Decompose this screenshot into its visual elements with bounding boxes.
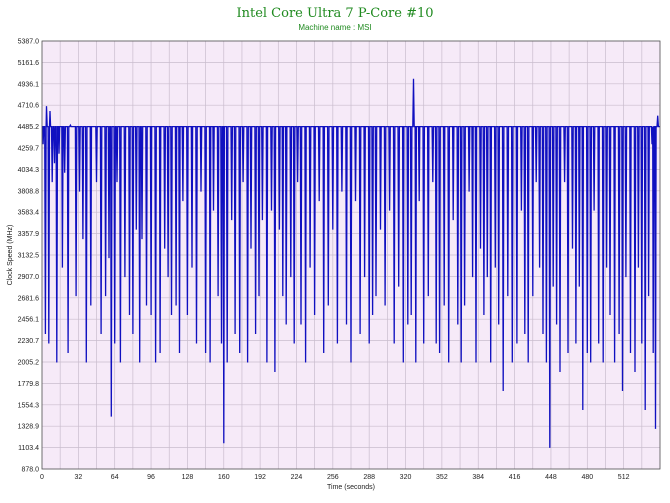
x-tick-label: 160	[218, 474, 230, 481]
x-tick-label: 256	[327, 474, 339, 481]
x-tick-label: 32	[74, 474, 82, 481]
y-tick-label: 4485.2	[18, 124, 40, 131]
y-tick-label: 2456.1	[18, 317, 40, 324]
y-tick-label: 4034.3	[18, 167, 40, 174]
y-tick-label: 5161.6	[18, 60, 40, 67]
y-tick-label: 4936.1	[18, 81, 40, 88]
x-tick-label: 416	[509, 474, 521, 481]
x-tick-label: 512	[618, 474, 630, 481]
y-tick-label: 3583.4	[18, 210, 40, 217]
y-tick-label: 3808.8	[18, 188, 40, 195]
x-tick-label: 352	[436, 474, 448, 481]
y-tick-label: 2230.7	[18, 338, 40, 345]
y-tick-label: 2907.0	[18, 274, 40, 281]
x-tick-label: 224	[291, 474, 303, 481]
series-line	[41, 78, 660, 448]
y-tick-label: 4710.6	[18, 103, 40, 110]
chart-subtitle: Machine name : MSI	[298, 23, 372, 32]
y-tick-label: 3357.9	[18, 231, 40, 238]
x-tick-label: 128	[182, 474, 194, 481]
y-tick-label: 1779.8	[18, 381, 40, 388]
y-tick-label: 2005.2	[18, 360, 40, 367]
y-tick-label: 3132.5	[18, 253, 40, 260]
x-tick-label: 384	[472, 474, 484, 481]
x-axis-label: Time (seconds)	[327, 484, 375, 491]
y-tick-label: 4259.7	[18, 146, 40, 153]
y-tick-label: 1328.9	[18, 424, 40, 431]
x-tick-label: 96	[147, 474, 155, 481]
x-tick-label: 448	[545, 474, 557, 481]
y-tick-label: 1103.4	[18, 445, 39, 452]
chart-title: Intel Core Ultra 7 P-Core #10	[236, 6, 434, 21]
x-tick-label: 192	[254, 474, 266, 481]
x-tick-label: 320	[400, 474, 412, 481]
x-tick-label: 64	[111, 474, 119, 481]
y-tick-label: 878.0	[21, 467, 39, 474]
y-tick-label: 5387.0	[18, 39, 40, 46]
y-tick-label: 2681.6	[18, 295, 40, 302]
y-axis-label: Clock Speed (MHz)	[7, 225, 14, 286]
y-axis-ticks: 878.0 1103.4 1328.9 1554.3 1779.8 2005.2 2230.…	[18, 39, 40, 474]
y-tick-label: 1554.3	[18, 402, 40, 409]
x-axis-ticks: 0 32 64 96 128 160 192 224 256 288 320 352 384 416 448…	[40, 474, 630, 481]
x-tick-label: 0	[40, 474, 44, 481]
plot-border	[41, 40, 661, 470]
x-tick-label: 288	[363, 474, 375, 481]
x-tick-label: 480	[581, 474, 593, 481]
